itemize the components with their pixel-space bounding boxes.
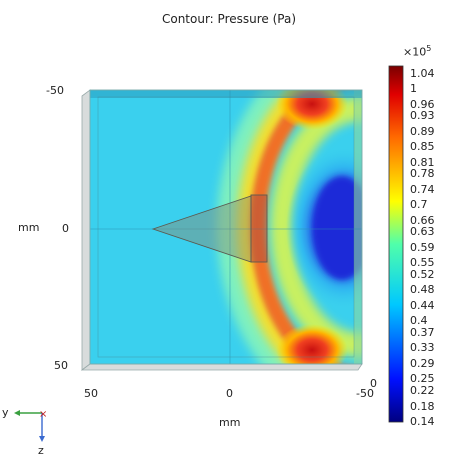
- y-tick-right: -50: [356, 387, 374, 400]
- colorbar-tick-label: 1: [410, 82, 417, 96]
- colorbar-tick-label: 0.96: [410, 97, 435, 111]
- colorbar-tick-label: 0.29: [410, 356, 435, 370]
- axis-triad: ×: [14, 409, 47, 442]
- colorbar-tick-label: 0.55: [410, 256, 435, 270]
- svg-text:×: ×: [39, 409, 47, 420]
- colorbar-tick-label: 0.18: [410, 399, 435, 413]
- z-axis-label: mm: [18, 221, 40, 234]
- y-axis-label: mm: [219, 416, 241, 429]
- colorbar: [388, 65, 404, 423]
- colorbar-tick-label: 0.48: [410, 283, 435, 297]
- y-tick-middle: 0: [226, 387, 233, 400]
- colorbar-tick-label: 0.81: [410, 155, 435, 169]
- colorbar-tick-label: 0.25: [410, 372, 435, 386]
- domain-box-back: [80, 89, 363, 371]
- colorbar-tick-label: 0.7: [410, 198, 428, 212]
- colorbar-tick-label: 0.93: [410, 109, 435, 123]
- transducer-geometry: [151, 194, 268, 263]
- colorbar-exponent: ×105: [403, 44, 432, 59]
- y-tick-left: 50: [84, 387, 98, 400]
- colorbar-tick-label: 0.89: [410, 124, 435, 138]
- colorbar-tick-label: 0.63: [410, 225, 435, 239]
- colorbar-tick-label: 0.14: [410, 415, 435, 428]
- depth-tick: 0: [370, 377, 377, 390]
- colorbar-tick-label: 0.37: [410, 326, 435, 339]
- domain-box-front: [89, 89, 363, 365]
- colorbar-tick-label: 0.22: [410, 384, 435, 398]
- colorbar-tick-label: 1.04: [410, 66, 435, 80]
- colorbar-tick-label: 0.66: [410, 213, 435, 227]
- colorbar-tick-label: 0.59: [410, 240, 435, 254]
- z-tick-bottom: 50: [54, 359, 68, 372]
- plot-title: Contour: Pressure (Pa): [161, 12, 297, 26]
- colorbar-tick-label: 0.85: [410, 140, 435, 154]
- colorbar-tick-label: 0.44: [410, 298, 435, 312]
- colorbar-tick-label: 0.74: [410, 182, 435, 196]
- z-tick-top: -50: [46, 84, 64, 97]
- colorbar-tick-label: 0.52: [410, 267, 435, 281]
- pressure-field: [90, 90, 362, 364]
- z-tick-middle: 0: [62, 222, 69, 235]
- triad-z-label: z: [38, 444, 44, 457]
- colorbar-tick-label: 0.4: [410, 314, 428, 328]
- triad-y-label: y: [2, 406, 9, 419]
- colorbar-tick-label: 0.33: [410, 341, 435, 355]
- colorbar-tick-label: 0.78: [410, 167, 435, 181]
